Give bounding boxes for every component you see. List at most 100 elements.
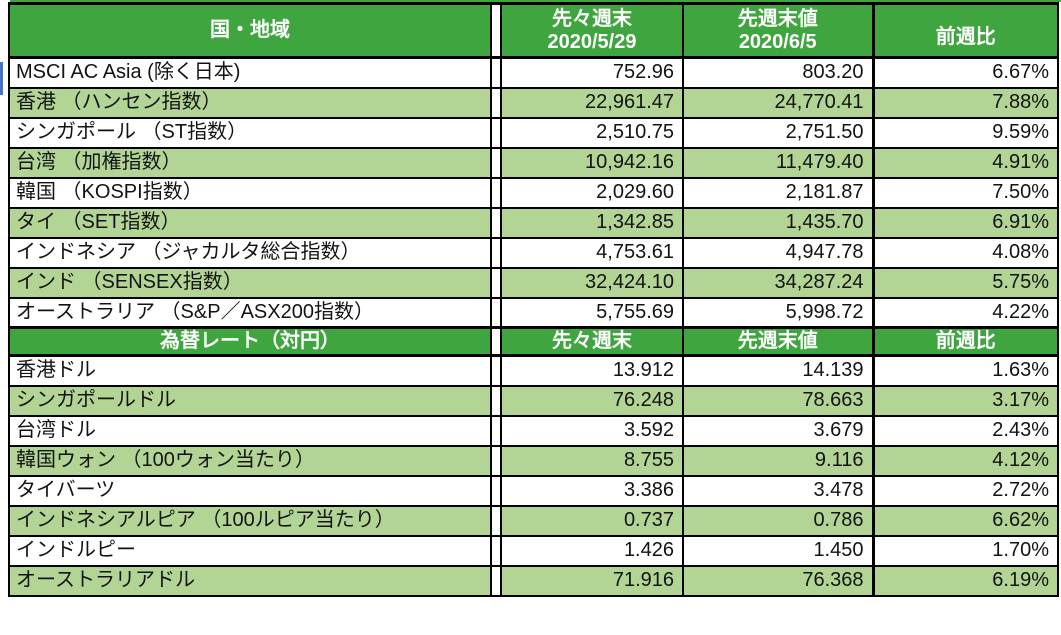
table-row: インドネシア （ジャカルタ総合指数） 4,753.61 4,947.78 4.0… (8, 236, 1059, 269)
fx-last-week-header-cell[interactable]: 先週末値 (682, 326, 874, 357)
column-gap (490, 86, 502, 119)
last-value-cell[interactable]: 34,287.24 (682, 266, 874, 299)
row-label-cell[interactable]: 韓国 （KOSPI指数） (8, 176, 492, 209)
change-cell[interactable]: 9.59% (871, 116, 1059, 149)
row-label-cell[interactable]: インドネシア （ジャカルタ総合指数） (8, 236, 492, 269)
prev-value-cell[interactable]: 22,961.47 (500, 86, 684, 119)
change-cell[interactable]: 4.12% (871, 444, 1059, 477)
row-label-cell[interactable]: 韓国ウォン （100ウォン当たり） (8, 444, 492, 477)
last-value-cell[interactable]: 3.679 (682, 414, 874, 447)
table-row: 香港 （ハンセン指数） 22,961.47 24,770.41 7.88% (8, 86, 1059, 119)
change-cell[interactable]: 2.43% (871, 414, 1059, 447)
change-cell[interactable]: 6.91% (871, 206, 1059, 239)
row-label-cell[interactable]: タイバーツ (8, 474, 492, 507)
prev-value-cell[interactable]: 2,510.75 (500, 116, 684, 149)
prev-value-cell[interactable]: 752.96 (500, 56, 684, 89)
prev-value-cell[interactable]: 8.755 (500, 444, 684, 477)
column-gap (490, 206, 502, 239)
row-label-cell[interactable]: インドネシアルピア （100ルピア当たり） (8, 504, 492, 537)
last-value-cell[interactable]: 76.368 (682, 564, 874, 597)
last-value-cell[interactable]: 2,751.50 (682, 116, 874, 149)
last-value-cell[interactable]: 24,770.41 (682, 86, 874, 119)
prev-value-cell[interactable]: 5,755.69 (500, 296, 684, 329)
last-value-cell[interactable]: 78.663 (682, 384, 874, 417)
last-value-cell[interactable]: 2,181.87 (682, 176, 874, 209)
change-cell[interactable]: 6.67% (871, 56, 1059, 89)
market-table: 国・地域 先々週末 2020/5/29 先週末値 2020/6/5 前週比 MS… (8, 2, 1059, 597)
change-cell[interactable]: 4.08% (871, 236, 1059, 269)
change-cell[interactable]: 7.50% (871, 176, 1059, 209)
prev-value-cell[interactable]: 13.912 (500, 354, 684, 387)
change-cell[interactable]: 1.70% (871, 534, 1059, 567)
prev-value-cell[interactable]: 1.426 (500, 534, 684, 567)
column-gap (490, 146, 502, 179)
column-gap (490, 2, 502, 59)
prev-week-header-cell[interactable]: 先々週末 2020/5/29 (500, 2, 684, 59)
prev-value-cell[interactable]: 3.592 (500, 414, 684, 447)
last-value-cell[interactable]: 5,998.72 (682, 296, 874, 329)
row-label-cell[interactable]: 香港 （ハンセン指数） (8, 86, 492, 119)
last-value-cell[interactable]: 1.450 (682, 534, 874, 567)
column-gap (490, 354, 502, 387)
table-row: 台湾ドル 3.592 3.679 2.43% (8, 414, 1059, 447)
indices-header-row: 国・地域 先々週末 2020/5/29 先週末値 2020/6/5 前週比 (8, 2, 1059, 59)
column-gap (490, 116, 502, 149)
last-value-cell[interactable]: 14.139 (682, 354, 874, 387)
column-gap (490, 534, 502, 567)
last-value-cell[interactable]: 0.786 (682, 504, 874, 537)
change-cell[interactable]: 4.22% (871, 296, 1059, 329)
last-value-cell[interactable]: 1,435.70 (682, 206, 874, 239)
prev-value-cell[interactable]: 76.248 (500, 384, 684, 417)
change-cell[interactable]: 1.63% (871, 354, 1059, 387)
prev-value-cell[interactable]: 0.737 (500, 504, 684, 537)
last-value-cell[interactable]: 11,479.40 (682, 146, 874, 179)
change-cell[interactable]: 4.91% (871, 146, 1059, 179)
row-label-cell[interactable]: 台湾ドル (8, 414, 492, 447)
change-cell[interactable]: 7.88% (871, 86, 1059, 119)
table-row: シンガポールドル 76.248 78.663 3.17% (8, 384, 1059, 417)
change-header-cell[interactable]: 前週比 (871, 2, 1059, 59)
last-week-header-cell[interactable]: 先週末値 2020/6/5 (682, 2, 874, 59)
last-value-cell[interactable]: 803.20 (682, 56, 874, 89)
row-label-cell[interactable]: MSCI AC Asia (除く日本) (8, 56, 492, 89)
prev-value-cell[interactable]: 4,753.61 (500, 236, 684, 269)
row-label-cell[interactable]: シンガポール （ST指数） (8, 116, 492, 149)
prev-week-date: 2020/5/29 (547, 30, 637, 53)
row-label-cell[interactable]: 香港ドル (8, 354, 492, 387)
region-header-cell[interactable]: 国・地域 (8, 2, 492, 59)
indices-section: 国・地域 先々週末 2020/5/29 先週末値 2020/6/5 前週比 MS… (8, 2, 1059, 329)
row-label-cell[interactable]: オーストラリア （S&P／ASX200指数） (8, 296, 492, 329)
prev-value-cell[interactable]: 3.386 (500, 474, 684, 507)
change-cell[interactable]: 3.17% (871, 384, 1059, 417)
table-row: タイ （SET指数） 1,342.85 1,435.70 6.91% (8, 206, 1059, 239)
change-cell[interactable]: 6.19% (871, 564, 1059, 597)
change-cell[interactable]: 5.75% (871, 266, 1059, 299)
last-value-cell[interactable]: 9.116 (682, 444, 874, 477)
change-cell[interactable]: 2.72% (871, 474, 1059, 507)
column-gap (490, 326, 502, 357)
table-row: MSCI AC Asia (除く日本) 752.96 803.20 6.67% (8, 56, 1059, 89)
prev-value-cell[interactable]: 2,029.60 (500, 176, 684, 209)
fx-header-row: 為替レート（対円） 先々週末 先週末値 前週比 (8, 326, 1059, 357)
fx-prev-week-header-cell[interactable]: 先々週末 (500, 326, 684, 357)
last-value-cell[interactable]: 4,947.78 (682, 236, 874, 269)
row-label-cell[interactable]: シンガポールドル (8, 384, 492, 417)
prev-value-cell[interactable]: 32,424.10 (500, 266, 684, 299)
row-label-cell[interactable]: インド （SENSEX指数） (8, 266, 492, 299)
fx-title-header-cell[interactable]: 為替レート（対円） (8, 326, 492, 357)
table-row: インドネシアルピア （100ルピア当たり） 0.737 0.786 6.62% (8, 504, 1059, 537)
prev-value-cell[interactable]: 1,342.85 (500, 206, 684, 239)
row-label-cell[interactable]: タイ （SET指数） (8, 206, 492, 239)
column-gap (490, 176, 502, 209)
fx-change-header-cell[interactable]: 前週比 (871, 326, 1059, 357)
row-label-cell[interactable]: インドルピー (8, 534, 492, 567)
row-label-cell[interactable]: 台湾 （加権指数） (8, 146, 492, 179)
fx-section: 為替レート（対円） 先々週末 先週末値 前週比 香港ドル 13.912 14.1… (8, 326, 1059, 597)
prev-value-cell[interactable]: 10,942.16 (500, 146, 684, 179)
prev-value-cell[interactable]: 71.916 (500, 564, 684, 597)
last-value-cell[interactable]: 3.478 (682, 474, 874, 507)
column-gap (490, 266, 502, 299)
column-gap (490, 414, 502, 447)
change-cell[interactable]: 6.62% (871, 504, 1059, 537)
row-label-cell[interactable]: オーストラリアドル (8, 564, 492, 597)
